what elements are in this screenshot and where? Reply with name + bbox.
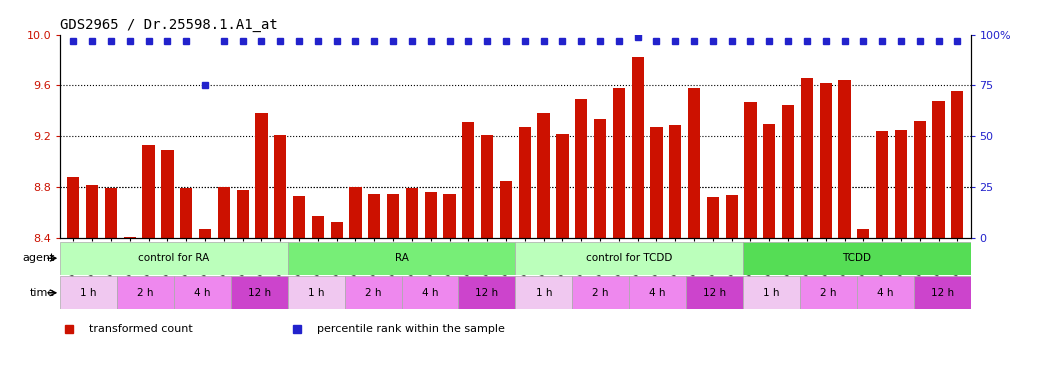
Bar (782, 104, 794, 238)
Text: 4 h: 4 h (194, 288, 211, 298)
Bar (951, 91, 963, 238)
Text: 4 h: 4 h (421, 288, 438, 298)
Bar (406, 189, 418, 238)
Bar (800, 78, 813, 238)
Text: TCDD: TCDD (842, 253, 871, 263)
Text: control for TCDD: control for TCDD (586, 253, 673, 263)
Bar (932, 101, 945, 238)
Bar (402, 276, 459, 309)
Text: 1 h: 1 h (308, 288, 325, 298)
Bar (293, 196, 305, 238)
Bar (443, 194, 456, 238)
Bar (876, 131, 889, 238)
Bar (60, 242, 288, 275)
Bar (763, 124, 775, 238)
Bar (575, 99, 588, 238)
Bar (387, 194, 400, 238)
Text: 1 h: 1 h (536, 288, 552, 298)
Bar (425, 192, 437, 238)
Bar (556, 134, 569, 238)
Bar (368, 194, 380, 238)
Bar (519, 127, 530, 238)
Bar (500, 181, 512, 238)
Bar (629, 276, 686, 309)
Text: control for RA: control for RA (138, 253, 210, 263)
Bar (688, 88, 701, 238)
Text: 1 h: 1 h (80, 288, 97, 298)
Bar (288, 242, 515, 275)
Bar (538, 113, 550, 238)
Bar (686, 276, 743, 309)
Bar (345, 276, 402, 309)
Text: 12 h: 12 h (248, 288, 271, 298)
Bar (274, 135, 286, 238)
Text: GDS2965 / Dr.25598.1.A1_at: GDS2965 / Dr.25598.1.A1_at (60, 18, 278, 32)
Bar (230, 276, 288, 309)
Bar (288, 276, 345, 309)
Text: 12 h: 12 h (475, 288, 498, 298)
Bar (350, 187, 361, 238)
Bar (670, 125, 681, 238)
Bar (651, 127, 662, 238)
Bar (743, 276, 800, 309)
Bar (856, 276, 913, 309)
Bar (174, 276, 230, 309)
Bar (612, 88, 625, 238)
Bar (199, 229, 211, 238)
Bar (515, 276, 572, 309)
Bar (913, 121, 926, 238)
Bar (913, 276, 971, 309)
Bar (218, 187, 230, 238)
Bar (839, 80, 850, 238)
Text: time: time (30, 288, 55, 298)
Text: 12 h: 12 h (930, 288, 954, 298)
Bar (515, 242, 743, 275)
Bar (142, 145, 155, 238)
Bar (181, 189, 192, 238)
Bar (255, 113, 268, 238)
Bar (311, 217, 324, 238)
Bar (462, 122, 474, 238)
Bar (707, 197, 719, 238)
Bar (105, 189, 117, 238)
Bar (67, 177, 80, 238)
Bar (572, 276, 629, 309)
Text: 4 h: 4 h (877, 288, 894, 298)
Text: 12 h: 12 h (703, 288, 726, 298)
Bar (743, 242, 971, 275)
Bar (124, 237, 136, 238)
Bar (86, 185, 99, 238)
Text: 4 h: 4 h (650, 288, 665, 298)
Bar (820, 83, 831, 238)
Bar (330, 222, 343, 238)
Bar (117, 276, 174, 309)
Bar (726, 195, 738, 238)
Bar (895, 130, 907, 238)
Bar (744, 102, 757, 238)
Text: 2 h: 2 h (365, 288, 381, 298)
Text: 2 h: 2 h (137, 288, 154, 298)
Text: percentile rank within the sample: percentile rank within the sample (317, 324, 504, 334)
Text: RA: RA (394, 253, 409, 263)
Bar (481, 135, 493, 238)
Bar (800, 276, 856, 309)
Bar (594, 119, 606, 238)
Bar (857, 229, 870, 238)
Text: 2 h: 2 h (820, 288, 837, 298)
Bar (631, 58, 644, 238)
Bar (161, 150, 173, 238)
Bar (459, 276, 515, 309)
Text: agent: agent (23, 253, 55, 263)
Bar (237, 190, 249, 238)
Text: transformed count: transformed count (89, 324, 193, 334)
Bar (60, 276, 117, 309)
Text: 1 h: 1 h (763, 288, 780, 298)
Text: 2 h: 2 h (593, 288, 609, 298)
